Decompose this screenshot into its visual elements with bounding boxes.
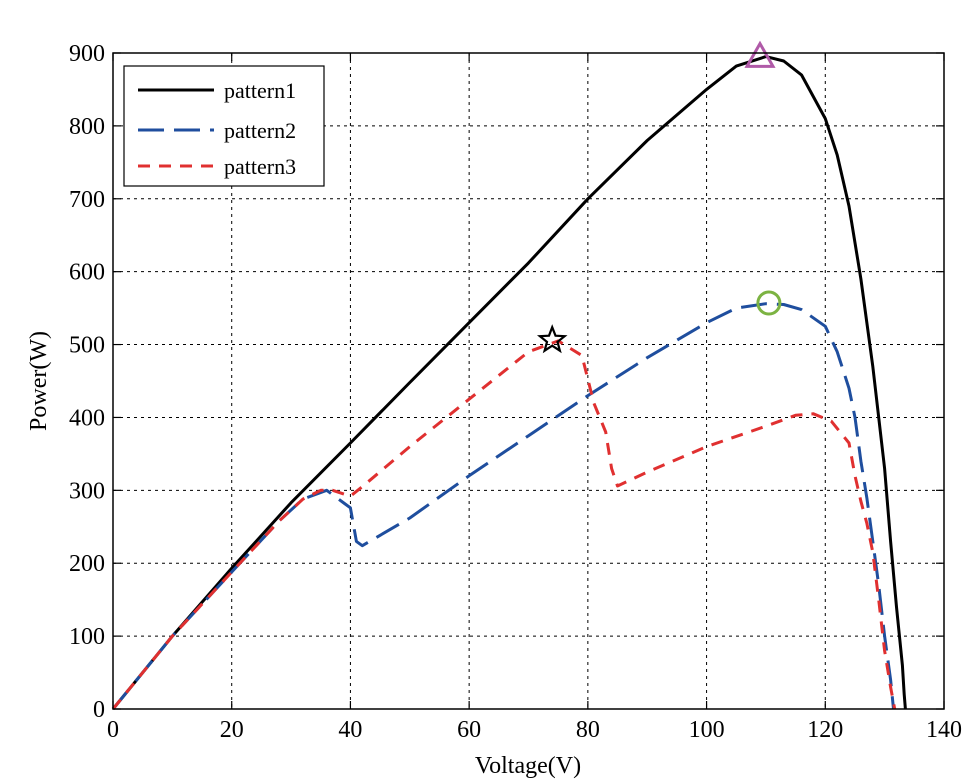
series-line-pattern2 (111, 302, 895, 710)
x-tick-label: 80 (576, 717, 600, 743)
marker-circle (756, 290, 782, 316)
y-tick-label: 600 (69, 260, 105, 286)
marker-triangle (744, 40, 776, 68)
legend: pattern1 pattern2 pattern3 (123, 65, 325, 187)
y-axis-label: Power(W) (26, 331, 52, 431)
y-tick-label: 100 (69, 624, 105, 650)
y-tick-label: 700 (69, 187, 105, 213)
series-group (111, 55, 907, 710)
x-tick-label: 40 (338, 717, 362, 743)
x-tick-label: 20 (220, 717, 244, 743)
x-tick-label: 140 (926, 717, 962, 743)
legend-label-pattern1: pattern1 (224, 78, 296, 103)
y-tick-label: 800 (69, 114, 105, 140)
plot-frame (112, 52, 945, 710)
series-line-pattern3 (111, 339, 897, 710)
x-tick-label: 0 (107, 717, 119, 743)
legend-label-pattern3: pattern3 (224, 154, 296, 179)
x-tick-label: 120 (807, 717, 843, 743)
y-tick-label: 400 (69, 405, 105, 431)
x-tick-label: 60 (457, 717, 481, 743)
markers-group (536, 40, 782, 354)
marker-star (536, 324, 568, 354)
series-line-pattern1 (111, 55, 907, 710)
y-tick-label: 900 (69, 41, 105, 67)
legend-label-pattern2: pattern2 (224, 118, 296, 143)
x-tick-label: 100 (689, 717, 725, 743)
legend-box (123, 65, 325, 187)
y-tick-label: 200 (69, 551, 105, 577)
grid (113, 53, 944, 709)
y-tick-label: 300 (69, 478, 105, 504)
x-axis-label: Voltage(V) (475, 753, 581, 779)
y-tick-label: 500 (69, 333, 105, 359)
axis-ticks: 0 20 40 60 80 100 120 140 0 100 200 300 400 500 600 700… (69, 41, 962, 743)
y-tick-label: 0 (93, 697, 105, 723)
